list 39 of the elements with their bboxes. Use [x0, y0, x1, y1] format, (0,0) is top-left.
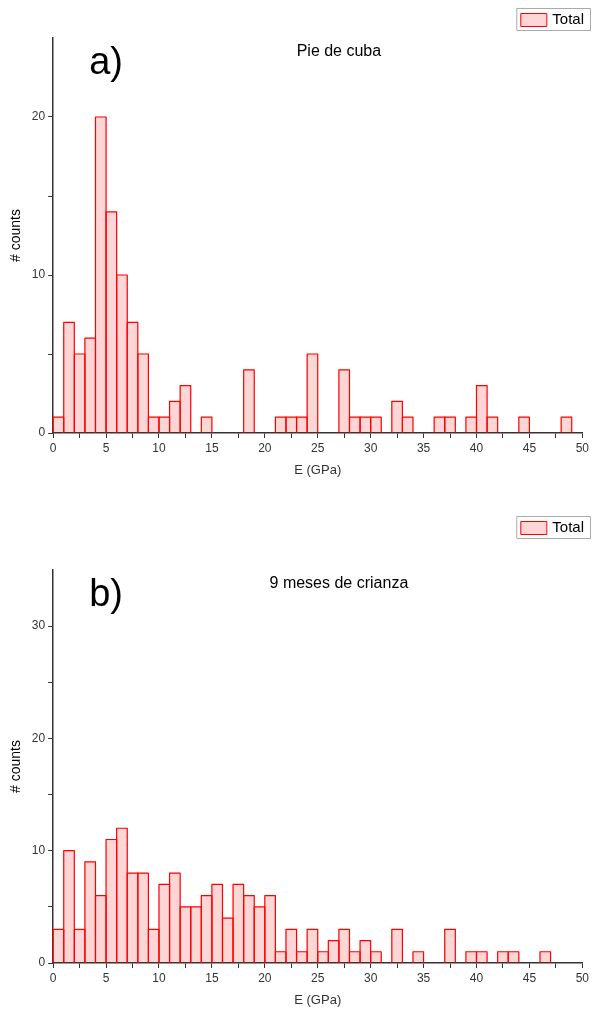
x-tick-label: 40 — [469, 970, 484, 985]
y-tick-label: 10 — [31, 267, 46, 282]
y-axis-title: # counts — [7, 209, 24, 262]
y-tick-label: 20 — [31, 109, 46, 124]
x-tick-label: 35 — [416, 970, 431, 985]
x-tick-label: 0 — [49, 440, 57, 455]
x-tick-label: 35 — [416, 440, 431, 455]
x-tick-label: 20 — [258, 970, 272, 985]
x-tick-label: 30 — [363, 440, 378, 455]
x-tick-label: 20 — [258, 440, 272, 455]
x-axis-title: E (GPa) — [294, 461, 342, 477]
legend-label: Total — [552, 518, 584, 536]
x-tick-label: 50 — [575, 440, 590, 455]
x-tick-label: 10 — [152, 440, 166, 455]
x-tick-label: 45 — [522, 440, 537, 455]
y-tick-label: 0 — [38, 425, 46, 440]
y-axis-title: # counts — [7, 740, 24, 793]
x-tick-label: 25 — [311, 970, 325, 985]
x-tick-label: 5 — [102, 440, 110, 455]
x-tick-label: 10 — [152, 970, 166, 985]
chart-title: Pie de cuba — [296, 42, 382, 60]
x-tick-label: 30 — [363, 970, 378, 985]
legend-label: Total — [552, 10, 584, 28]
x-axis-title: E (GPa) — [294, 991, 342, 1007]
x-tick-label: 15 — [205, 970, 219, 985]
x-tick-label: 5 — [102, 970, 110, 985]
y-tick-label: 0 — [38, 955, 46, 970]
x-tick-label: 25 — [311, 440, 325, 455]
annotation: b) — [89, 572, 123, 614]
x-tick-label: 40 — [469, 440, 484, 455]
y-tick-label: 10 — [31, 843, 46, 858]
x-tick-label: 50 — [575, 970, 590, 985]
x-tick-label: 0 — [49, 970, 57, 985]
chart-title: 9 meses de crianza — [269, 574, 409, 592]
y-tick-label: 20 — [31, 730, 46, 745]
x-tick-label: 15 — [205, 440, 219, 455]
annotation: a) — [89, 40, 123, 82]
x-tick-label: 45 — [522, 970, 537, 985]
y-tick-label: 30 — [31, 618, 46, 633]
